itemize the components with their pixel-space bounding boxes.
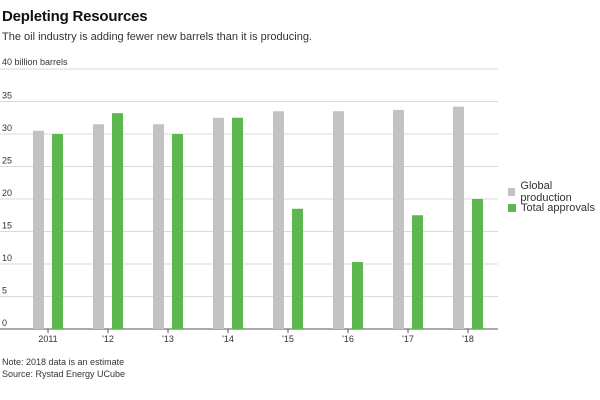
y-tick-label: 10 [2, 253, 12, 263]
source-text: Source: Rystad Energy UCube [2, 369, 126, 379]
legend-swatch-approvals [508, 204, 516, 212]
x-tick-label: '14 [222, 334, 234, 344]
y-tick-label: 5 [2, 286, 7, 296]
bar-approvals [352, 262, 363, 329]
bar-approvals [472, 199, 483, 329]
footnote: Note: 2018 data is an estimate Source: R… [2, 356, 125, 380]
bar-approvals [412, 215, 423, 329]
legend-item-approvals: Total approvals [508, 200, 600, 216]
bar-approvals [292, 208, 303, 329]
y-tick-label: 30 [2, 123, 12, 133]
legend-label-production: Global production [520, 180, 572, 204]
y-tick-label: 35 [2, 91, 12, 101]
bar-approvals [232, 117, 243, 329]
x-tick-label: '17 [402, 334, 414, 344]
y-tick-label: 15 [2, 221, 12, 231]
bar-production [93, 124, 104, 329]
bar-production [33, 130, 44, 329]
chart-title: Depleting Resources [2, 8, 148, 25]
legend-swatch-production [508, 188, 516, 196]
y-axis-unit-label: 40 billion barrels [2, 57, 68, 67]
y-tick-label: 25 [2, 156, 12, 166]
x-tick-label: '13 [162, 334, 174, 344]
bar-production [333, 111, 344, 329]
bar-approvals [52, 134, 63, 329]
legend-label-approvals: Total approvals [521, 202, 595, 214]
y-tick-label: 0 [2, 318, 7, 328]
x-tick-label: '16 [342, 334, 354, 344]
x-tick-label: '18 [462, 334, 474, 344]
bar-production [273, 111, 284, 329]
legend-item-production: Global production [508, 180, 600, 204]
legend: Global production Total approvals [508, 180, 600, 216]
x-tick-label: '12 [102, 334, 114, 344]
bar-production [213, 117, 224, 329]
x-tick-label: '15 [282, 334, 294, 344]
bar-production [453, 106, 464, 329]
bar-approvals [172, 134, 183, 329]
bar-production [393, 109, 404, 329]
bar-production [153, 124, 164, 329]
note-text: Note: 2018 data is an estimate [2, 357, 125, 367]
x-tick-label: 2011 [38, 334, 57, 344]
y-tick-label: 20 [2, 188, 12, 198]
chart-subtitle: The oil industry is adding fewer new bar… [2, 31, 312, 43]
bar-approvals [112, 113, 123, 329]
